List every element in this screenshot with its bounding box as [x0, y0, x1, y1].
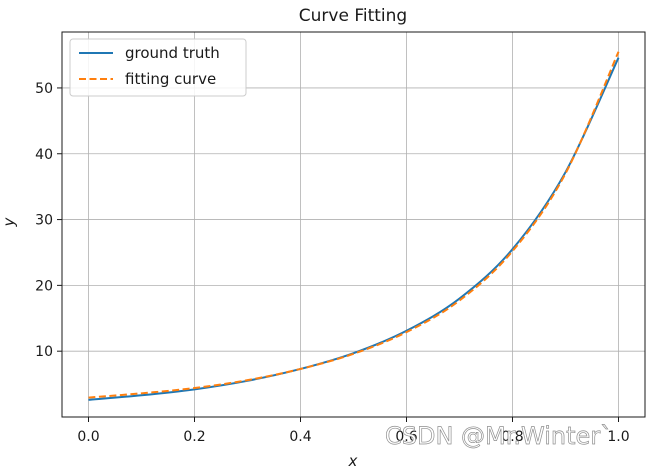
series-line-ground-truth: [88, 57, 620, 401]
x-tick-label: 1.0: [607, 429, 629, 445]
y-tick-label: 30: [35, 213, 53, 229]
x-tick-label: 0.0: [77, 429, 99, 445]
y-tick-label: 40: [35, 147, 53, 163]
legend: ground truth fitting curve: [69, 38, 247, 97]
y-axis-label: y: [0, 216, 18, 227]
legend-box: [69, 38, 247, 97]
y-axis-ticks: 10 20 30 40 50: [35, 81, 62, 360]
plot-frame: [61, 31, 646, 418]
x-axis-ticks: 0.0 0.2 0.4 0.6 0.8 1.0: [77, 417, 630, 445]
y-tick-label: 10: [35, 344, 53, 360]
y-tick-label: 20: [35, 278, 53, 294]
y-tick-label: 50: [35, 81, 53, 97]
x-tick-label: 0.8: [501, 429, 523, 445]
legend-label-fitting-curve: fitting curve: [125, 70, 216, 88]
x-tick-label: 0.6: [395, 429, 417, 445]
x-tick-label: 0.4: [289, 429, 311, 445]
x-tick-label: 0.2: [183, 429, 205, 445]
chart-title: Curve Fitting: [299, 6, 407, 26]
watermark: CSDN @Mr.Winter`: [385, 422, 612, 450]
x-axis-label: x: [348, 452, 358, 470]
legend-label-ground-truth: ground truth: [125, 44, 220, 62]
series-line-fitting-curve: [88, 51, 620, 399]
plot-lines: [88, 51, 620, 401]
